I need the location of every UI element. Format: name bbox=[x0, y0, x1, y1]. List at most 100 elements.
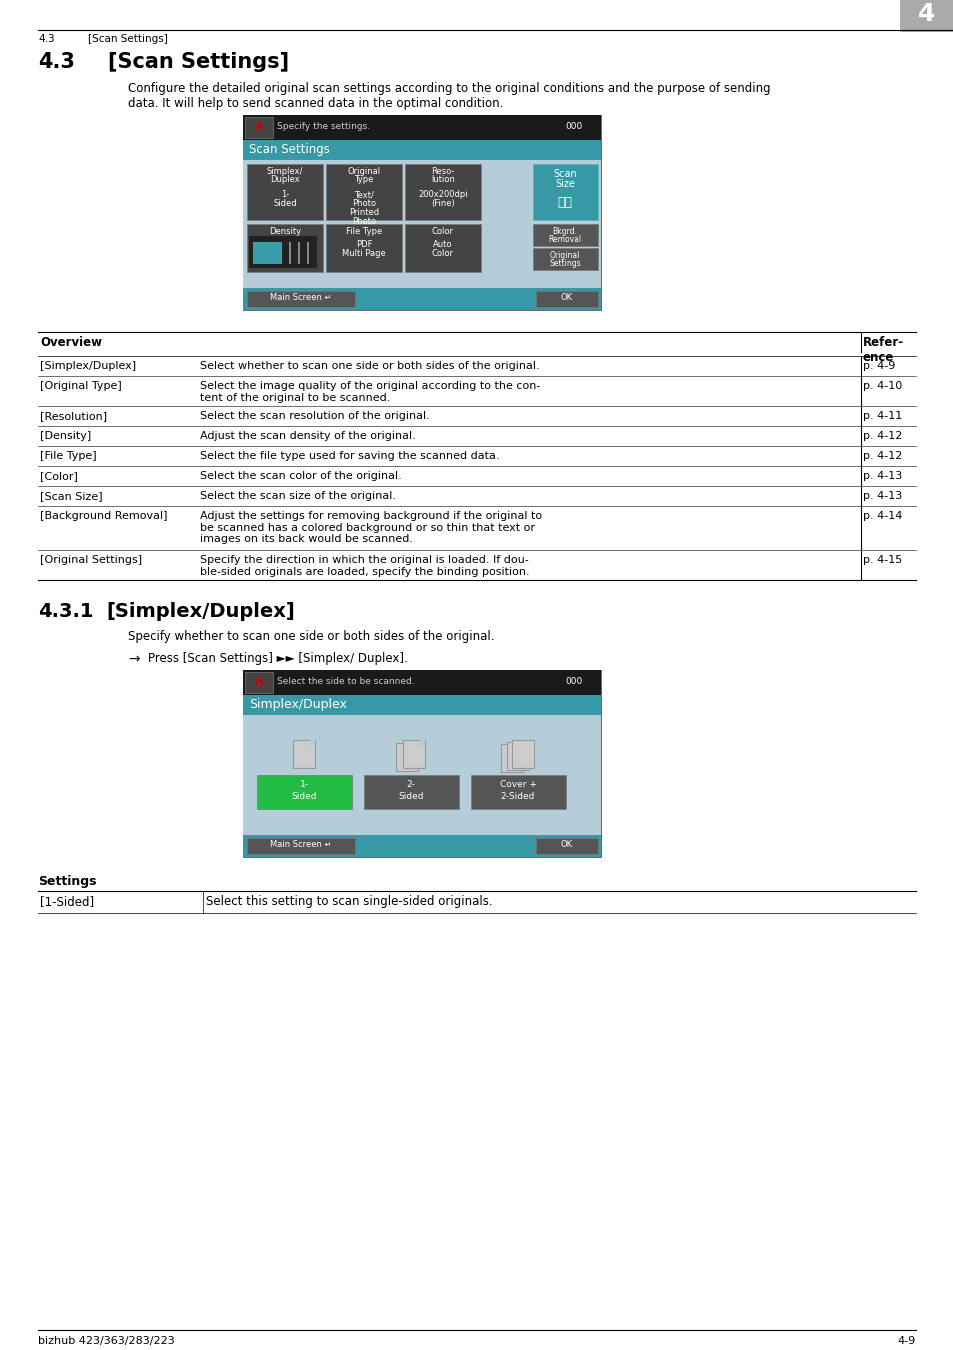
Text: →: → bbox=[128, 652, 139, 666]
Bar bbox=[419, 740, 424, 745]
Text: 2-: 2- bbox=[406, 780, 415, 788]
Bar bbox=[247, 292, 355, 306]
Bar bbox=[506, 743, 529, 770]
Text: Select the file type used for saving the scanned data.: Select the file type used for saving the… bbox=[200, 451, 499, 460]
Text: Color: Color bbox=[432, 227, 454, 236]
Text: Sided: Sided bbox=[273, 198, 296, 208]
Text: p. 4-13: p. 4-13 bbox=[862, 471, 902, 481]
Text: [Scan Settings]: [Scan Settings] bbox=[108, 53, 289, 72]
Text: Press [Scan Settings] ►► [Simplex/ Duplex].: Press [Scan Settings] ►► [Simplex/ Duple… bbox=[148, 652, 407, 666]
Text: [Color]: [Color] bbox=[40, 471, 78, 481]
Bar bbox=[243, 836, 600, 857]
Bar bbox=[243, 115, 600, 140]
Text: Photo: Photo bbox=[352, 217, 375, 225]
Bar bbox=[405, 163, 480, 220]
Bar bbox=[899, 0, 953, 32]
Text: [Simplex/Duplex]: [Simplex/Duplex] bbox=[40, 360, 136, 371]
Text: Select the scan resolution of the original.: Select the scan resolution of the origin… bbox=[200, 410, 429, 421]
Text: Specify the settings.: Specify the settings. bbox=[276, 122, 370, 131]
Bar bbox=[533, 163, 598, 220]
Text: p. 4-10: p. 4-10 bbox=[862, 381, 902, 392]
Text: Density: Density bbox=[269, 227, 301, 236]
Bar bbox=[402, 740, 424, 768]
Bar bbox=[326, 224, 401, 271]
Text: A: A bbox=[254, 122, 263, 132]
Text: [Simplex/Duplex]: [Simplex/Duplex] bbox=[106, 602, 294, 621]
Text: [Scan Settings]: [Scan Settings] bbox=[88, 34, 168, 45]
Text: Select the image quality of the original according to the con-
tent of the origi: Select the image quality of the original… bbox=[200, 381, 539, 402]
Text: Scan: Scan bbox=[553, 169, 577, 180]
Text: Settings: Settings bbox=[549, 259, 580, 269]
Text: Cover +: Cover + bbox=[499, 780, 536, 788]
Text: 200x200dpi: 200x200dpi bbox=[417, 190, 467, 198]
Text: PDF: PDF bbox=[355, 240, 372, 248]
Text: Simplex/: Simplex/ bbox=[267, 167, 303, 176]
Text: Original: Original bbox=[347, 167, 380, 176]
Bar bbox=[536, 838, 598, 855]
Text: Specify whether to scan one side or both sides of the original.: Specify whether to scan one side or both… bbox=[128, 630, 494, 643]
Text: p. 4-12: p. 4-12 bbox=[862, 451, 902, 460]
Text: OK: OK bbox=[560, 840, 573, 849]
Text: Specify the direction in which the original is loaded. If dou-
ble-sided origina: Specify the direction in which the origi… bbox=[200, 555, 529, 576]
Text: 1-: 1- bbox=[299, 780, 308, 788]
Bar bbox=[293, 740, 314, 768]
Text: lution: lution bbox=[431, 176, 455, 184]
Text: [Background Removal]: [Background Removal] bbox=[40, 512, 168, 521]
Bar bbox=[364, 775, 458, 809]
Text: 自动: 自动 bbox=[557, 196, 572, 209]
Text: Text/: Text/ bbox=[354, 190, 374, 198]
Text: Color: Color bbox=[432, 248, 454, 258]
Text: 2-Sided: 2-Sided bbox=[500, 792, 535, 801]
Bar bbox=[245, 117, 273, 138]
Text: Sided: Sided bbox=[291, 792, 316, 801]
Text: (Fine): (Fine) bbox=[431, 198, 455, 208]
Bar bbox=[262, 242, 264, 265]
Bar bbox=[243, 695, 600, 716]
Bar bbox=[471, 775, 565, 809]
Text: Original: Original bbox=[549, 251, 579, 261]
Bar bbox=[243, 288, 600, 311]
Bar bbox=[247, 163, 323, 220]
Text: bizhub 423/363/283/223: bizhub 423/363/283/223 bbox=[38, 1336, 174, 1346]
Text: 4-9: 4-9 bbox=[897, 1336, 915, 1346]
Bar bbox=[243, 161, 600, 288]
Bar bbox=[512, 740, 534, 768]
Text: Select this setting to scan single-sided originals.: Select this setting to scan single-sided… bbox=[206, 895, 492, 909]
Text: Settings: Settings bbox=[38, 875, 96, 888]
Bar bbox=[243, 670, 600, 857]
Text: 000: 000 bbox=[565, 676, 582, 686]
Text: p. 4-11: p. 4-11 bbox=[862, 410, 902, 421]
Text: 1-: 1- bbox=[280, 190, 289, 198]
Text: Select whether to scan one side or both sides of the original.: Select whether to scan one side or both … bbox=[200, 360, 539, 371]
Bar bbox=[243, 716, 600, 836]
Text: A: A bbox=[254, 676, 263, 687]
Text: Overview: Overview bbox=[40, 336, 102, 350]
Text: Main Screen ↵: Main Screen ↵ bbox=[270, 293, 332, 302]
Bar bbox=[536, 292, 598, 306]
Text: File Type: File Type bbox=[346, 227, 382, 236]
Text: p. 4-12: p. 4-12 bbox=[862, 431, 902, 441]
Bar bbox=[405, 224, 480, 271]
Text: p. 4-13: p. 4-13 bbox=[862, 491, 902, 501]
Text: Adjust the scan density of the original.: Adjust the scan density of the original. bbox=[200, 431, 416, 441]
Bar bbox=[253, 242, 254, 265]
Bar bbox=[280, 242, 282, 265]
Text: Scan Settings: Scan Settings bbox=[249, 143, 330, 157]
Text: [Resolution]: [Resolution] bbox=[40, 410, 107, 421]
Text: 4.3: 4.3 bbox=[38, 53, 74, 72]
Bar bbox=[500, 744, 522, 772]
Text: Configure the detailed original scan settings according to the original conditio: Configure the detailed original scan set… bbox=[128, 82, 770, 94]
Text: p. 4-14: p. 4-14 bbox=[862, 512, 902, 521]
Text: data. It will help to send scanned data in the optimal condition.: data. It will help to send scanned data … bbox=[128, 97, 503, 109]
Bar bbox=[533, 248, 598, 270]
Text: [1-Sided]: [1-Sided] bbox=[40, 895, 94, 909]
Bar bbox=[243, 670, 600, 695]
Text: [Density]: [Density] bbox=[40, 431, 91, 441]
Text: Sided: Sided bbox=[397, 792, 423, 801]
Bar bbox=[395, 743, 417, 771]
Text: Select the side to be scanned.: Select the side to be scanned. bbox=[276, 676, 415, 686]
Bar bbox=[253, 242, 281, 265]
Text: 4.3.1: 4.3.1 bbox=[38, 602, 93, 621]
Text: OK: OK bbox=[560, 293, 573, 302]
Text: Refer-
ence: Refer- ence bbox=[862, 336, 903, 364]
